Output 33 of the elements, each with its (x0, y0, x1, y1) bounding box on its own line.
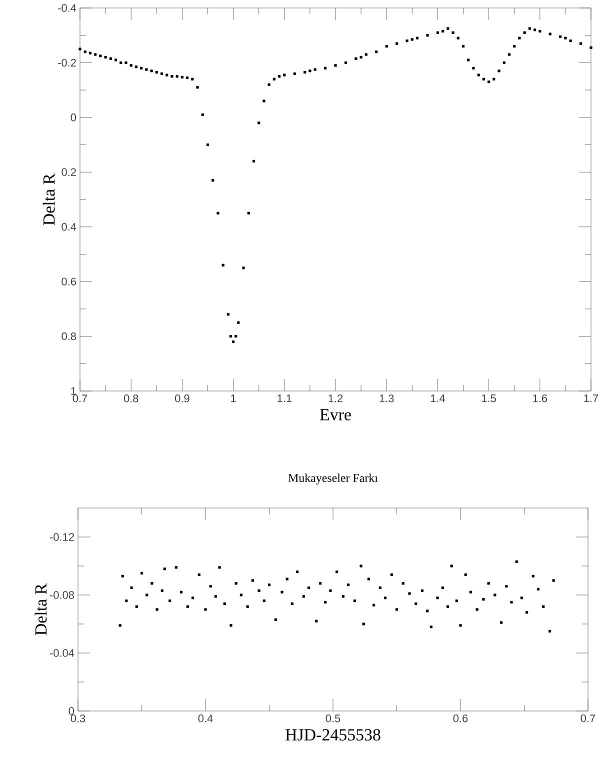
x-tick-label: 0.4 (198, 714, 213, 722)
x-tick-label: 0.7 (580, 714, 596, 722)
x-tick-label: 1.7 (584, 394, 598, 402)
y-tick-label: 0 (70, 114, 76, 122)
x-tick-label: 0.6 (453, 714, 468, 722)
x-tick-label: 0.7 (72, 394, 88, 402)
y-tick-label: 1 (71, 387, 76, 395)
x-tick-label: 0.3 (70, 714, 86, 722)
y-tick-label: 0.2 (62, 168, 76, 176)
y-tick-label: 0.8 (62, 332, 76, 340)
x-tick-label: 0.9 (175, 394, 190, 402)
x-axis-title: Evre (320, 409, 351, 420)
y-axis-title: Delta R (34, 583, 47, 636)
y-tick-label: 0.6 (62, 278, 76, 286)
chart-title: Mukayeseler Farkı (288, 474, 378, 484)
x-tick-label: 1 (231, 394, 236, 402)
x-tick-label: 1.4 (430, 394, 446, 402)
x-tick-label: 0.8 (124, 394, 138, 402)
y-tick-label: 0 (68, 707, 74, 715)
y-tick-label: -0.2 (58, 58, 76, 67)
x-axis-title: HJD-2455538 (286, 729, 380, 741)
x-tick-label: 1.6 (533, 394, 548, 402)
y-tick-label: -0.12 (50, 533, 74, 541)
y-tick-label: -0.4 (58, 4, 76, 12)
y-tick-label: 0.4 (62, 222, 76, 231)
x-tick-label: 1.1 (278, 394, 292, 402)
y-tick-label: -0.04 (50, 649, 74, 657)
y-tick-label: -0.08 (50, 591, 74, 599)
x-tick-label: 1.5 (482, 394, 496, 402)
x-tick-label: 1.3 (380, 394, 394, 402)
x-tick-label: 0.5 (326, 714, 340, 722)
x-tick-label: 1.2 (328, 394, 343, 402)
y-axis-title: Delta R (42, 173, 55, 226)
